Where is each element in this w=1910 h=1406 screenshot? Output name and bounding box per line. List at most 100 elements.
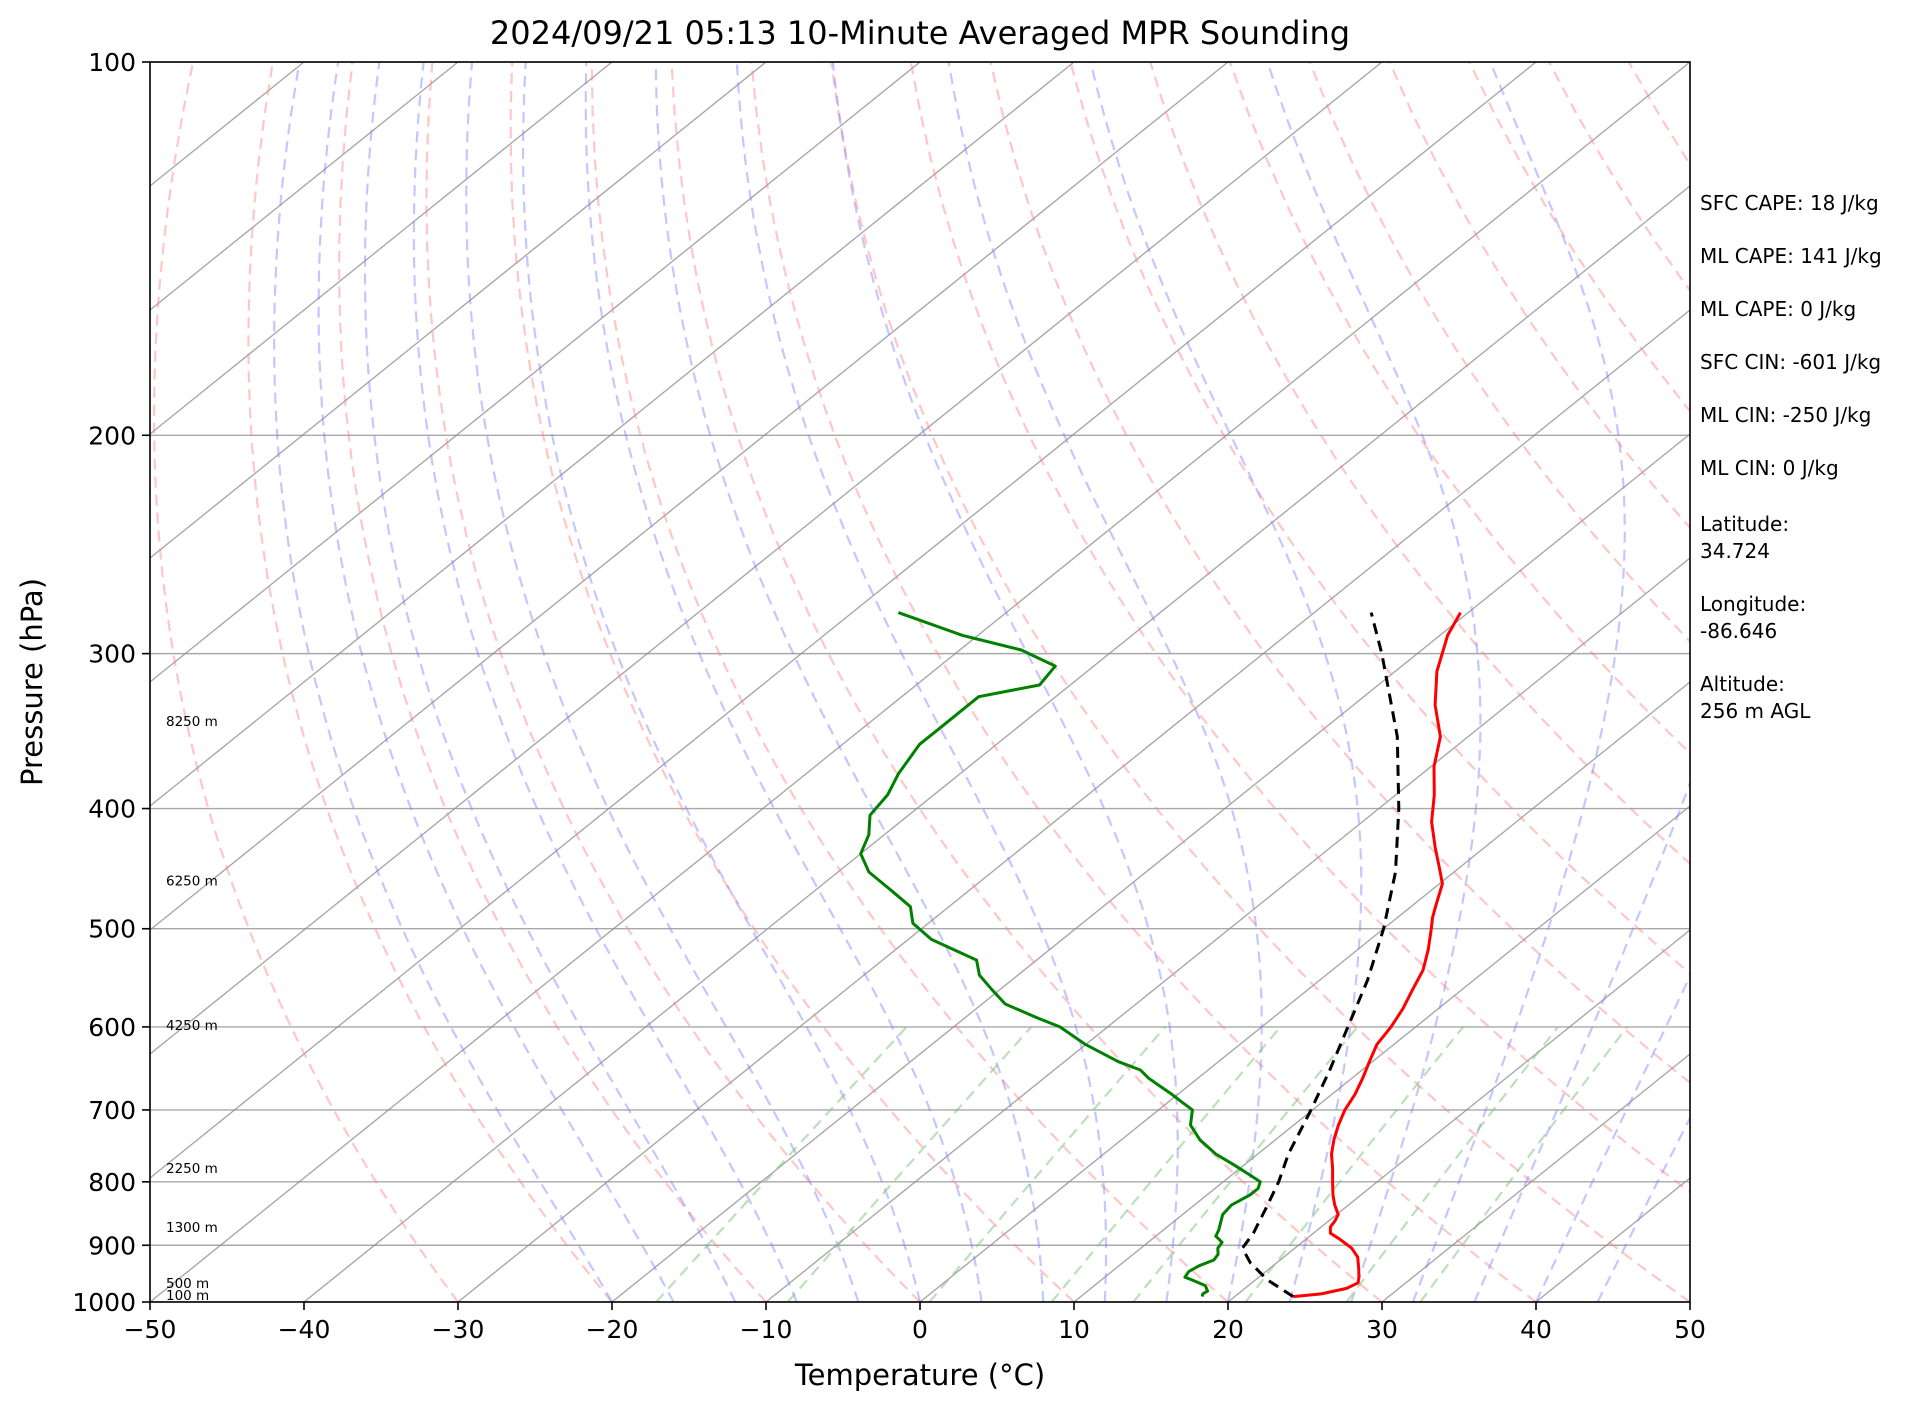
y-tick-label: 1000 [72, 1288, 136, 1317]
dry-adiabat-line [425, 62, 921, 1302]
sounding-series [859, 611, 1462, 1299]
info-text: ML CIN: -250 J/kg [1700, 403, 1871, 427]
isotherm-line [611, 433, 1690, 1302]
moist-adiabat-line [654, 62, 1045, 1302]
dry-adiabat-line [1069, 62, 1690, 975]
dry-adiabat-line [909, 62, 1690, 1194]
temperature-line [1293, 611, 1462, 1299]
y-tick-label: 200 [88, 421, 136, 450]
moist-adiabat-line [1473, 779, 1690, 1302]
info-text: ML CAPE: 141 J/kg [1700, 244, 1882, 268]
x-tick-label: 0 [912, 1315, 928, 1344]
isotherm-line [150, 62, 1690, 1302]
x-tick-label: 10 [1058, 1315, 1090, 1344]
x-tick-label: 40 [1520, 1315, 1552, 1344]
info-text: SFC CAPE: 18 J/kg [1700, 191, 1879, 215]
y-tick-label: 800 [88, 1168, 136, 1197]
info-panel: SFC CAPE: 18 J/kg ML CAPE: 141 J/kg ML CAP… [1700, 191, 1882, 723]
isotherm-line [150, 62, 1537, 1179]
y-tick-label: 900 [88, 1231, 136, 1260]
moist-adiabat-line [947, 62, 1263, 1302]
y-tick-label: 300 [88, 640, 136, 669]
dry-adiabat-line [247, 62, 613, 1302]
info-text: Latitude: [1700, 512, 1789, 536]
moist-adiabat-line [273, 62, 613, 1302]
mixing-ratio-line [655, 1026, 908, 1302]
dewpoint-line [859, 611, 1262, 1297]
parcel-line [1240, 612, 1401, 1298]
isotherm-line [919, 681, 1690, 1302]
isotherm-line [765, 557, 1690, 1302]
y-tick-label: 100 [88, 48, 136, 77]
x-tick-label: −10 [740, 1315, 793, 1344]
isotherm-line [1381, 1053, 1690, 1302]
isotherm-line [150, 62, 921, 683]
isotherm-line [150, 62, 613, 435]
dry-adiabat-line [509, 62, 1075, 1302]
mixing-ratio-line [1345, 1026, 1559, 1302]
x-axis-ticks: −50 −40 −30 −20 −10 0 10 20 30 40 50 [124, 1302, 1706, 1344]
mixing-ratio-line [1419, 1026, 1628, 1302]
dry-adiabat-line [989, 62, 1690, 1085]
moist-adiabat-line [584, 62, 983, 1302]
x-axis-label: Temperature (°C) [794, 1358, 1045, 1392]
dry-adiabat-line [590, 62, 1229, 1302]
info-text: 256 m AGL [1700, 699, 1811, 723]
dry-adiabat-line [152, 62, 459, 1302]
isotherm-line [150, 62, 767, 559]
dry-adiabat-line [670, 62, 1383, 1302]
info-text: 34.724 [1700, 539, 1770, 563]
moist-adiabat-line [1266, 62, 1482, 1302]
isotherm-line [150, 62, 1229, 931]
moist-adiabat-line [1535, 973, 1690, 1302]
mixing-ratio-line [1244, 1026, 1464, 1302]
height-label: 500 m [166, 1276, 209, 1292]
height-label: 4250 m [166, 1018, 218, 1034]
y-tick-label: 600 [88, 1013, 136, 1042]
info-text: Altitude: [1700, 672, 1785, 696]
moist-adiabat-line [522, 62, 922, 1302]
mixing-ratio-line [1132, 1026, 1359, 1302]
isotherm-line [1227, 929, 1690, 1302]
dry-adiabat-line [750, 62, 1537, 1302]
y-axis-label: Pressure (hPa) [15, 578, 49, 786]
moist-adiabat-line [735, 62, 1108, 1302]
isotherm-line [150, 62, 1075, 807]
isotherm-line [457, 309, 1690, 1302]
x-tick-label: −30 [432, 1315, 485, 1344]
info-text: Longitude: [1700, 592, 1806, 616]
moist-adiabat-line [363, 62, 737, 1302]
moist-adiabat-line [465, 62, 860, 1302]
y-tick-label: 400 [88, 795, 136, 824]
isotherm-line [303, 185, 1690, 1302]
moist-adiabat-line [412, 62, 798, 1302]
isotherm-line [150, 62, 1383, 1055]
isotherm-line [150, 62, 459, 311]
info-text: ML CAPE: 0 J/kg [1700, 297, 1856, 321]
x-tick-label: 30 [1366, 1315, 1398, 1344]
height-label: 2250 m [166, 1161, 218, 1177]
mixing-ratio-line [786, 1026, 1033, 1302]
moist-adiabat-line [317, 62, 675, 1302]
height-label: 1300 m [166, 1220, 218, 1236]
height-label: 100 m [166, 1288, 209, 1304]
y-tick-label: 700 [88, 1096, 136, 1125]
background-lines [150, 62, 1690, 1302]
chart-title: 2024/09/21 05:13 10-Minute Averaged MPR … [490, 14, 1350, 52]
x-tick-label: −40 [278, 1315, 331, 1344]
x-tick-label: 50 [1674, 1315, 1706, 1344]
y-axis-ticks: 1000 900 800 700 600 500 400 300 200 100 [72, 48, 150, 1317]
y-tick-label: 500 [88, 915, 136, 944]
dry-adiabat-line [830, 62, 1690, 1302]
info-text: -86.646 [1700, 619, 1777, 643]
x-tick-label: 20 [1212, 1315, 1244, 1344]
dry-adiabat-line [1149, 62, 1690, 866]
height-label: 6250 m [166, 873, 218, 889]
moist-adiabat-line [1596, 1115, 1690, 1302]
moist-adiabat-line [1411, 62, 1626, 1302]
dry-adiabat-line [338, 62, 767, 1302]
info-text: SFC CIN: -601 J/kg [1700, 350, 1881, 374]
x-tick-label: −50 [124, 1315, 177, 1344]
